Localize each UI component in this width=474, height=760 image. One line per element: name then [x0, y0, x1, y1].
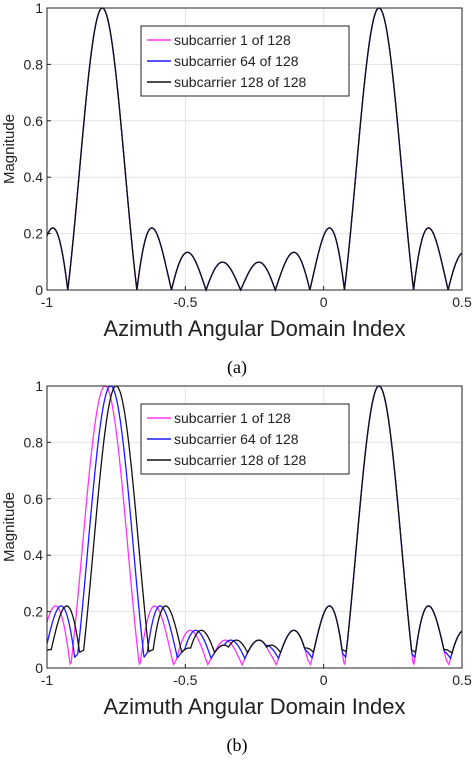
- chart-b: -1 -0.5 0 0.5 0 0.2 0.4 0.6 0.8 1 Azimuth Angular …: [1, 378, 472, 719]
- legend-entry-2: subcarrier 64 of 128: [174, 53, 299, 69]
- x-axis-label: Azimuth Angular Domain Index: [103, 316, 405, 341]
- x-tick-label: -0.5: [173, 672, 197, 688]
- y-tick-label: 0.4: [24, 547, 44, 563]
- y-tick-label: 1: [35, 0, 43, 16]
- legend-entry-2: subcarrier 64 of 128: [174, 431, 299, 447]
- caption-a: (a): [227, 357, 247, 377]
- legend-entry-3: subcarrier 128 of 128: [174, 452, 307, 468]
- caption-b: (b): [226, 735, 248, 755]
- y-axis-label: Magnitude: [1, 114, 18, 184]
- y-tick-label: 0: [35, 660, 43, 676]
- axes-box: [46, 385, 463, 669]
- y-tick-label: 0.2: [24, 226, 44, 242]
- y-tick-label: 0.6: [24, 113, 44, 129]
- y-tick-label: 0.8: [24, 56, 44, 72]
- y-tick-label: 0.4: [24, 169, 44, 185]
- x-tick-label: 0.5: [452, 294, 472, 310]
- x-tick-label: 0: [320, 672, 328, 688]
- chart-a: -1 -0.5 0 0.5 0 0.2 0.4 0.6 0.8 1 Azimuth Angular …: [1, 0, 472, 341]
- y-tick-label: 1: [35, 378, 43, 394]
- legend-entry-1: subcarrier 1 of 128: [174, 410, 291, 426]
- legend: subcarrier 1 of 128 subcarrier 64 of 128 s…: [140, 25, 350, 97]
- x-tick-label: 0.5: [452, 672, 472, 688]
- legend-box: [140, 403, 350, 475]
- x-axis-label: Azimuth Angular Domain Index: [103, 694, 405, 719]
- series-line-3: [46, 7, 463, 292]
- legend: subcarrier 1 of 128 subcarrier 64 of 128 s…: [140, 403, 350, 475]
- legend-box: [140, 25, 350, 97]
- legend-entry-1: subcarrier 1 of 128: [174, 32, 291, 48]
- x-tick-label: -0.5: [173, 294, 197, 310]
- y-axis-label: Magnitude: [1, 492, 18, 562]
- x-tick-label: -1: [41, 672, 54, 688]
- legend-entry-3: subcarrier 128 of 128: [174, 74, 307, 90]
- grid: [46, 385, 463, 669]
- y-tick-label: 0.6: [24, 491, 44, 507]
- x-tick-label: -1: [41, 294, 54, 310]
- x-tick-label: 0: [320, 294, 328, 310]
- y-tick-label: 0.8: [24, 434, 44, 450]
- y-tick-label: 0.2: [24, 604, 44, 620]
- axes-box: [46, 7, 463, 291]
- y-tick-label: 0: [35, 282, 43, 298]
